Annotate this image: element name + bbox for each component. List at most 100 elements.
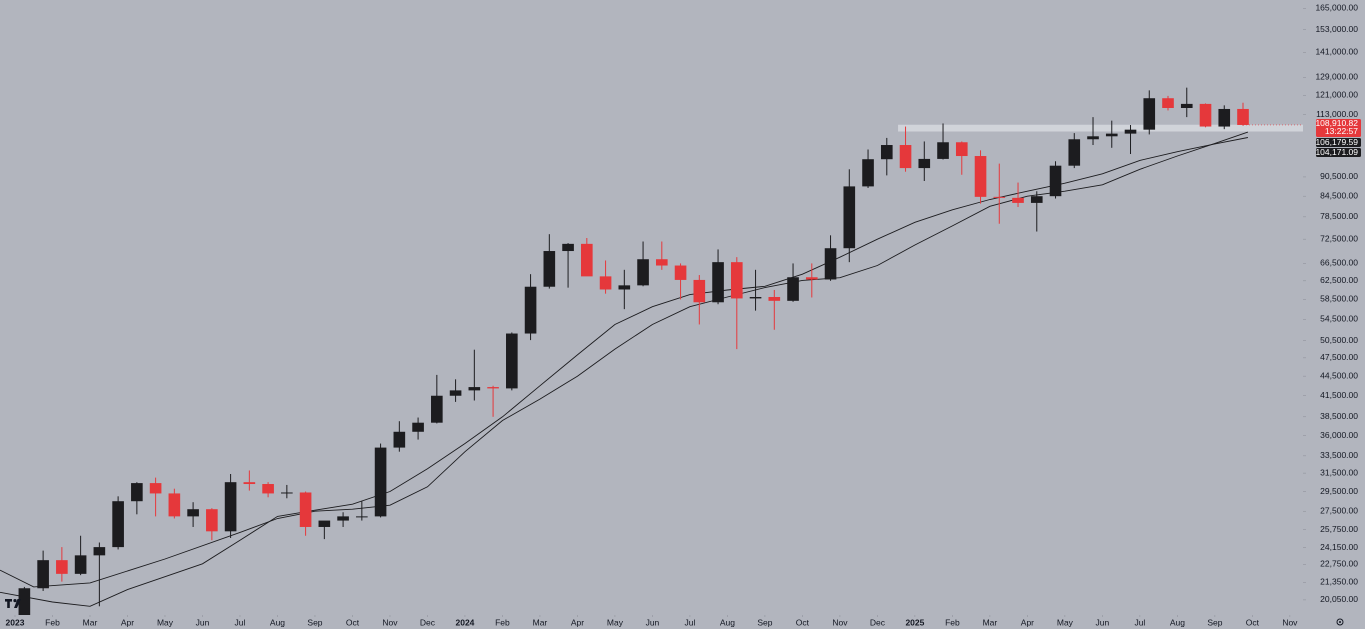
settings-icon[interactable] (1336, 618, 1344, 626)
ma-price-box (1316, 147, 1361, 157)
x-tick-label: May (157, 617, 174, 627)
candle-body (749, 296, 762, 299)
y-tick-label: 90,500.00 (1320, 171, 1358, 181)
x-tick-label: Sep (757, 617, 772, 627)
candle-body (56, 560, 68, 574)
ma-price-text: 104,171.09 (1315, 147, 1358, 157)
price-zone (898, 124, 1303, 132)
y-tick-label: 44,500.00 (1320, 370, 1358, 380)
x-tick-label: Jun (1096, 617, 1110, 627)
y-tick-label: 31,500.00 (1320, 467, 1358, 477)
tv-logo (5, 599, 21, 608)
candle-body (1218, 108, 1231, 127)
last-price-box (1316, 118, 1361, 137)
y-tick-label: 27,500.00 (1320, 505, 1358, 515)
candle-body (899, 145, 912, 169)
candle-body (655, 259, 668, 266)
y-tick-label: 36,000.00 (1320, 430, 1358, 440)
y-tick-label: 50,500.00 (1320, 335, 1358, 345)
candle-body (93, 547, 106, 556)
x-tick-label: Mar (83, 617, 98, 627)
x-tick-label: Jul (684, 617, 695, 627)
y-tick-label: 141,000.00 (1315, 47, 1358, 57)
candle-body (168, 493, 181, 517)
candle-body (1180, 103, 1193, 108)
candle-body (693, 279, 706, 303)
candle-body (206, 509, 218, 532)
candle-body (243, 482, 256, 485)
candle-body (562, 243, 574, 252)
y-tick-label: 47,500.00 (1320, 352, 1358, 362)
y-tick-label: 22,750.00 (1320, 559, 1358, 569)
candle-body (187, 509, 199, 517)
x-tick-label: Feb (45, 617, 60, 627)
candle-body (1030, 196, 1043, 203)
ma-price-label: 104,171.09 (1315, 147, 1361, 157)
x-tick-label: Jun (196, 617, 210, 627)
candle-body (787, 277, 799, 301)
candle-body (37, 560, 49, 589)
x-tick-label: Oct (1246, 617, 1260, 627)
x-tick-label: Oct (796, 617, 810, 627)
x-tick-label: Aug (270, 617, 285, 627)
y-tick-label: 72,500.00 (1320, 233, 1358, 243)
candle-body (412, 422, 424, 432)
candle-body (1162, 98, 1174, 108)
candle-body (1068, 139, 1081, 166)
y-tick-label: 84,500.00 (1320, 190, 1358, 200)
candle-body (318, 520, 331, 527)
y-tick-label: 121,000.00 (1315, 90, 1358, 100)
y-tick-label: 58,500.00 (1320, 294, 1358, 304)
x-tick-label: Mar (983, 617, 998, 627)
candle-body (356, 516, 368, 518)
candle-body (768, 296, 781, 301)
candle-body (1237, 108, 1249, 125)
candle-body (1143, 98, 1156, 130)
x-tick-label: May (607, 617, 624, 627)
y-tick-label: 113,000.00 (1316, 109, 1358, 119)
candle-body (131, 483, 143, 502)
y-tick-label: 54,500.00 (1320, 314, 1358, 324)
plot-area (0, 87, 1303, 615)
candle-body (112, 501, 124, 548)
candle-body (843, 186, 856, 249)
y-tick-label: 21,350.00 (1320, 577, 1358, 587)
x-tick-label: 2025 (905, 617, 924, 627)
candle-body (674, 265, 687, 280)
y-tick-label: 62,500.00 (1320, 275, 1358, 285)
x-tick-label: Sep (1207, 617, 1222, 627)
candle-body (224, 482, 237, 532)
candle-body (524, 286, 537, 334)
x-tick-label: Oct (346, 617, 360, 627)
candle-body (1087, 136, 1099, 140)
candle-body (993, 196, 1006, 198)
y-tick-label: 153,000.00 (1315, 24, 1358, 34)
candle-body (1199, 103, 1212, 127)
candle-body (805, 277, 818, 280)
candle-body (1012, 197, 1024, 203)
candle-body (1124, 129, 1137, 134)
y-tick-label: 29,500.00 (1320, 486, 1358, 496)
candle-body (599, 276, 612, 290)
x-tick-label: Jul (235, 617, 246, 627)
x-tick-label: Nov (382, 617, 398, 627)
x-tick-label: Apr (1021, 617, 1034, 627)
y-tick-label: 78,500.00 (1320, 211, 1358, 221)
y-tick-label: 38,500.00 (1320, 411, 1358, 421)
x-tick-label: Dec (420, 617, 436, 627)
candle-body (487, 387, 499, 389)
x-tick-label: Dec (870, 617, 886, 627)
x-tick-label: Feb (945, 617, 960, 627)
x-tick-label: Jul (1134, 617, 1145, 627)
candle-body (1105, 133, 1118, 137)
candle-body (506, 333, 518, 389)
x-tick-label: Aug (1170, 617, 1185, 627)
x-tick-label: Jun (646, 617, 660, 627)
x-tick-label: 2024 (455, 617, 474, 627)
candle-body (393, 431, 406, 448)
candle-body (299, 492, 312, 527)
